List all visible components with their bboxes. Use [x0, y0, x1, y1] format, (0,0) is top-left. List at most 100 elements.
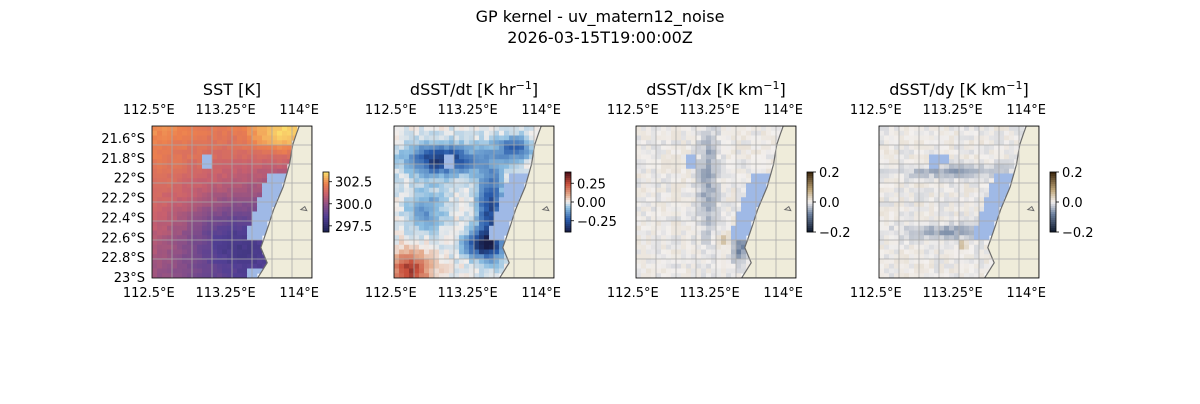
raster-cell: [454, 178, 460, 184]
raster-cell: [157, 268, 163, 274]
raster-cell: [222, 197, 228, 203]
colorbar-segment: [323, 204, 329, 207]
raster-cell: [894, 235, 900, 241]
raster-cell: [222, 192, 228, 198]
raster-cell: [964, 206, 970, 212]
colorbar-segment: [565, 220, 571, 223]
raster-cell: [716, 164, 722, 170]
raster-cell: [711, 230, 717, 236]
raster-cell: [974, 235, 980, 241]
raster-cell: [661, 140, 667, 146]
raster-cell: [636, 206, 642, 212]
raster-cell: [731, 268, 737, 274]
raster-cell: [711, 249, 717, 255]
raster-cell: [904, 154, 910, 160]
raster-cell: [187, 164, 193, 170]
raster-cell: [187, 254, 193, 260]
raster-cell: [489, 225, 495, 231]
raster-cell: [434, 178, 440, 184]
raster-cell: [399, 183, 405, 189]
colorbar-segment: [807, 214, 813, 217]
raster-cell: [494, 206, 500, 212]
raster-cell: [404, 202, 410, 208]
raster-cell: [252, 126, 258, 132]
raster-cell: [212, 211, 218, 217]
colorbar-segment: [1050, 226, 1056, 229]
raster-cell: [691, 168, 697, 174]
raster-cell: [681, 263, 687, 269]
raster-cell: [212, 145, 218, 151]
raster-cell: [424, 178, 430, 184]
raster-cell: [474, 154, 480, 160]
raster-cell: [651, 159, 657, 165]
raster-cell: [1004, 145, 1010, 151]
raster-cell: [217, 268, 223, 274]
raster-cell: [464, 164, 470, 170]
raster-cell: [944, 263, 950, 269]
raster-cell: [474, 197, 480, 203]
raster-cell: [252, 273, 258, 278]
raster-cell: [716, 126, 722, 132]
raster-cell: [711, 183, 717, 189]
raster-cell: [751, 168, 757, 174]
raster-cell: [716, 216, 722, 222]
raster-cell: [489, 211, 495, 217]
raster-cell: [889, 168, 895, 174]
raster-cell: [499, 268, 505, 274]
raster-cell: [182, 154, 188, 160]
raster-cell: [741, 135, 747, 141]
raster-cell: [661, 211, 667, 217]
raster-cell: [217, 192, 223, 198]
raster-cell: [904, 126, 910, 132]
colorbar-segment: [1050, 212, 1056, 215]
raster-cell: [494, 263, 500, 269]
raster-cell: [641, 273, 647, 278]
raster-cell: [182, 240, 188, 246]
raster-cell: [404, 140, 410, 146]
raster-cell: [979, 202, 985, 208]
colorbar-segment: [1050, 230, 1056, 233]
raster-cell: [424, 216, 430, 222]
raster-cell: [429, 145, 435, 151]
raster-cell: [899, 235, 905, 241]
raster-cell: [257, 240, 263, 246]
raster-cell: [954, 244, 960, 250]
colorbar-segment: [1050, 204, 1056, 207]
raster-cell: [162, 164, 168, 170]
raster-cell: [894, 202, 900, 208]
raster-cell: [202, 235, 208, 241]
raster-cell: [504, 178, 510, 184]
raster-cell: [696, 240, 702, 246]
raster-cell: [484, 183, 490, 189]
raster-cell: [974, 173, 980, 179]
raster-cell: [252, 268, 258, 274]
raster-cell: [944, 164, 950, 170]
raster-cell: [904, 187, 910, 193]
raster-cell: [736, 273, 742, 278]
raster-cell: [651, 240, 657, 246]
raster-cell: [741, 178, 747, 184]
raster-cell: [479, 259, 485, 265]
raster-cell: [939, 235, 945, 241]
raster-cell: [469, 192, 475, 198]
raster-cell: [661, 225, 667, 231]
raster-cell: [429, 225, 435, 231]
raster-cell: [409, 216, 415, 222]
raster-cell: [969, 168, 975, 174]
raster-cell: [751, 149, 757, 155]
raster-cell: [504, 221, 510, 227]
raster-cell: [934, 273, 940, 278]
raster-cell: [959, 211, 965, 217]
raster-cell: [217, 206, 223, 212]
raster-cell: [524, 145, 530, 151]
raster-cell: [514, 140, 520, 146]
raster-cell: [934, 159, 940, 165]
raster-cell: [162, 211, 168, 217]
raster-cell: [232, 273, 238, 278]
raster-cell: [202, 159, 208, 165]
raster-cell: [474, 178, 480, 184]
raster-cell: [731, 221, 737, 227]
raster-cell: [711, 168, 717, 174]
colorbar-segment: [565, 194, 571, 197]
raster-cell: [439, 202, 445, 208]
